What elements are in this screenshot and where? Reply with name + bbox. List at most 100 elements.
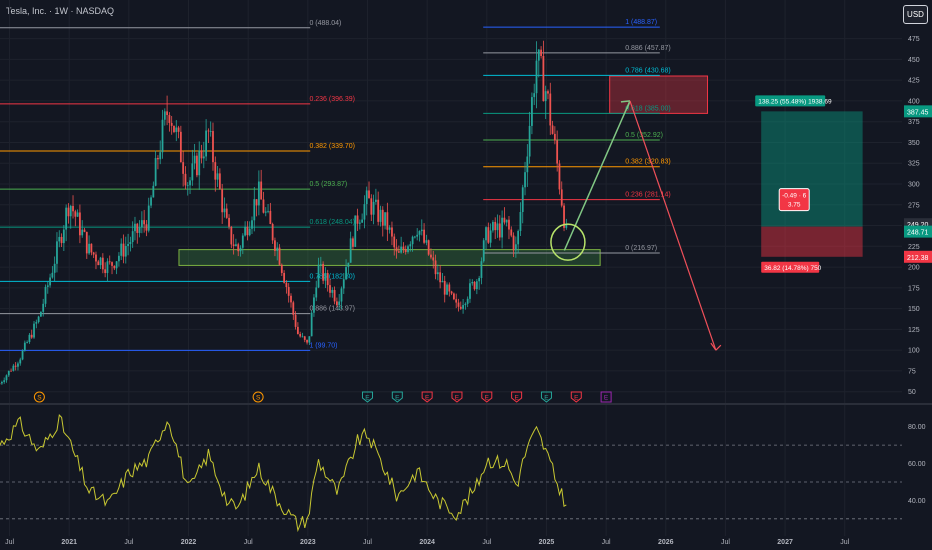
candle-body bbox=[393, 236, 396, 248]
event-marker bbox=[451, 391, 463, 403]
candle-body bbox=[526, 156, 529, 173]
candle-body bbox=[340, 288, 343, 302]
candle-body bbox=[466, 298, 469, 304]
candle-body bbox=[7, 370, 10, 376]
price-tag-label: 387.45 bbox=[907, 109, 929, 116]
candle-body bbox=[485, 227, 487, 241]
candle-body bbox=[448, 284, 451, 292]
candle-body bbox=[338, 301, 341, 306]
price-tick-label: 425 bbox=[908, 78, 920, 85]
candle-body bbox=[228, 217, 230, 227]
candle-body bbox=[257, 181, 260, 206]
candle-body bbox=[17, 363, 19, 367]
candle-body bbox=[352, 238, 354, 247]
candle-body bbox=[182, 162, 185, 174]
candle-body bbox=[83, 229, 86, 232]
candle-body bbox=[317, 264, 320, 288]
candle-body bbox=[136, 223, 139, 233]
candle-body bbox=[56, 241, 58, 264]
candle-body bbox=[299, 333, 302, 337]
candle-body bbox=[377, 199, 380, 222]
support-zone bbox=[178, 249, 601, 266]
candle-body bbox=[196, 155, 198, 176]
candle-body bbox=[191, 163, 194, 181]
candle-body bbox=[303, 336, 306, 340]
price-tick-label: 300 bbox=[908, 182, 920, 189]
event-marker bbox=[252, 391, 264, 403]
candle-body bbox=[51, 272, 54, 278]
candle-body bbox=[278, 247, 281, 265]
candle-body bbox=[33, 323, 35, 338]
candle-body bbox=[271, 223, 274, 241]
rsi-line bbox=[0, 414, 567, 533]
candle-body bbox=[101, 257, 104, 270]
candle-body bbox=[331, 289, 334, 293]
candle-body bbox=[508, 219, 510, 230]
candle-body bbox=[163, 111, 166, 120]
candle-body bbox=[503, 217, 506, 223]
candle-body bbox=[200, 150, 203, 159]
price-tick-label: 175 bbox=[908, 285, 920, 292]
candle-body bbox=[37, 316, 40, 323]
candle-body bbox=[173, 125, 175, 133]
candle-body bbox=[127, 243, 129, 247]
candle-body bbox=[556, 140, 559, 164]
candle-body bbox=[310, 312, 313, 337]
chart-header: Tesla, Inc. · 1W · NASDAQ bbox=[6, 6, 115, 16]
candle-body bbox=[131, 231, 134, 243]
candle-body bbox=[53, 263, 56, 273]
rsi-tick-label: 80.00 bbox=[908, 424, 926, 431]
candle-body bbox=[251, 220, 253, 229]
position-ratio-box bbox=[778, 188, 810, 212]
event-marker bbox=[540, 391, 552, 403]
candle-body bbox=[246, 226, 249, 236]
candle-body bbox=[85, 231, 88, 254]
fib-level-label: 0.618 (385.00) bbox=[625, 105, 671, 112]
candle-body bbox=[560, 189, 563, 206]
candle-body bbox=[95, 254, 97, 262]
candle-body bbox=[404, 249, 407, 252]
time-tick-label: 2025 bbox=[539, 539, 555, 546]
currency-button[interactable]: USD bbox=[903, 5, 928, 24]
event-marker bbox=[33, 391, 45, 403]
candle-body bbox=[0, 383, 1, 385]
candle-body bbox=[92, 252, 95, 255]
candle-body bbox=[313, 297, 315, 313]
position-loss-label: 36.82 (14.78%) 750 bbox=[764, 265, 821, 272]
candle-body bbox=[14, 365, 17, 367]
candle-body bbox=[430, 254, 432, 258]
candle-body bbox=[26, 342, 29, 343]
candle-body bbox=[391, 227, 393, 237]
event-marker-label: E bbox=[455, 395, 460, 402]
candle-body bbox=[235, 244, 237, 247]
candle-body bbox=[464, 303, 467, 306]
candle-body bbox=[475, 281, 478, 290]
event-marker bbox=[511, 391, 523, 403]
candle-body bbox=[152, 185, 155, 198]
projection-down-line bbox=[629, 100, 717, 351]
candle-body bbox=[42, 303, 45, 312]
candle-body bbox=[60, 236, 63, 244]
candle-body bbox=[58, 236, 61, 242]
time-tick-label: 2026 bbox=[658, 539, 674, 546]
position-ratio-line-2: 3.75 bbox=[788, 202, 801, 209]
candles bbox=[0, 40, 568, 385]
candle-body bbox=[108, 261, 111, 263]
candle-body bbox=[267, 210, 269, 212]
candle-body bbox=[35, 322, 38, 324]
candle-body bbox=[349, 238, 352, 263]
candle-body bbox=[212, 131, 214, 163]
candle-body bbox=[384, 212, 386, 226]
candle-body bbox=[436, 272, 439, 275]
candle-body bbox=[198, 150, 201, 176]
candle-body bbox=[443, 280, 446, 295]
event-marker bbox=[570, 391, 582, 403]
price-tick-label: 400 bbox=[908, 98, 920, 105]
time-axis: Jul 2021 Jul 2022 Jul 2023 Jul 2024 Jul 2025 Jul 20… bbox=[5, 539, 850, 546]
candle-body bbox=[395, 247, 398, 252]
price-tag-label: 248.71 bbox=[907, 230, 929, 237]
candle-body bbox=[177, 127, 180, 132]
candle-body bbox=[501, 217, 503, 238]
candle-body bbox=[143, 220, 146, 225]
